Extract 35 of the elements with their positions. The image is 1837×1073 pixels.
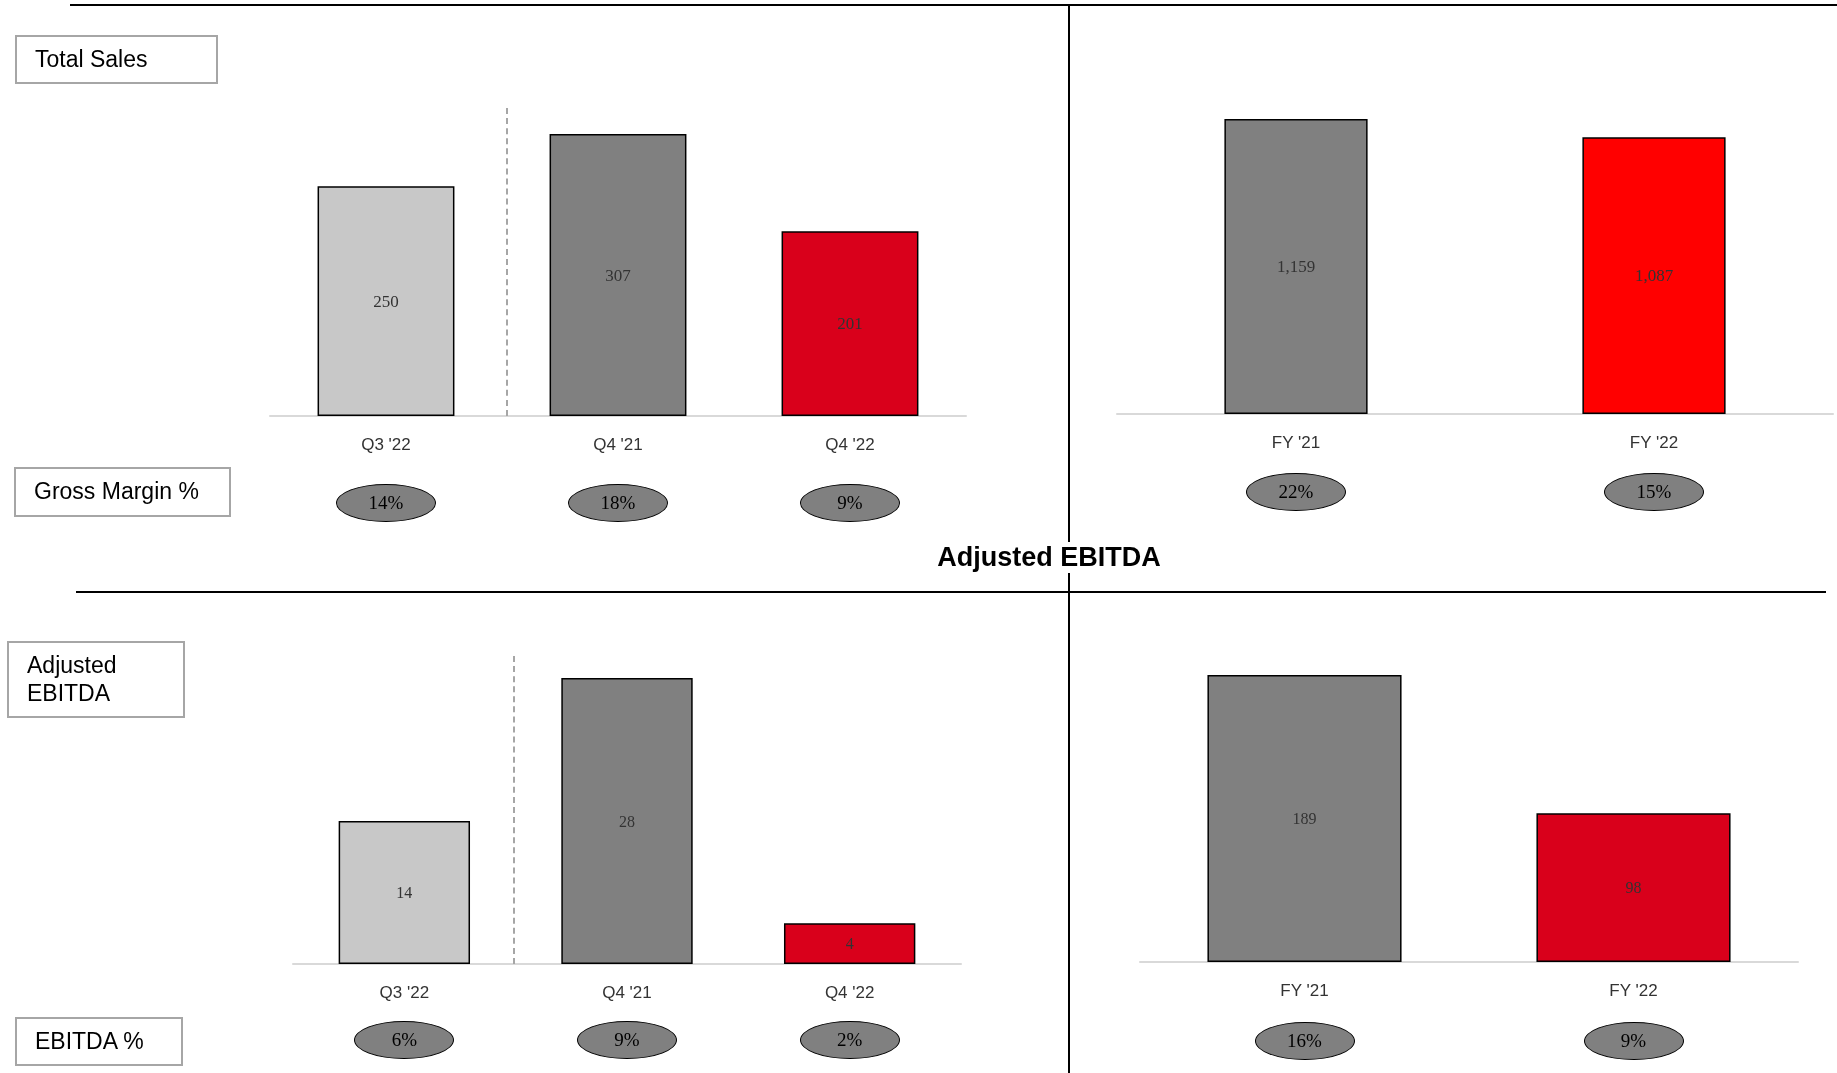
x-tick-label: Q3 '22 bbox=[379, 983, 430, 1002]
oval-badge: 18% bbox=[568, 484, 668, 522]
x-tick-label: FY '22 bbox=[1609, 981, 1658, 1000]
oval-badge: 16% bbox=[1254, 1022, 1355, 1060]
oval-badge: 14% bbox=[336, 484, 436, 522]
x-tick-label: Q4 '21 bbox=[593, 435, 643, 454]
text: Total Sales bbox=[15, 35, 218, 84]
data-label: 14 bbox=[396, 884, 413, 901]
data-label: 307 bbox=[605, 265, 632, 285]
oval-badge: 9% bbox=[1583, 1022, 1684, 1060]
oval-badge: 2% bbox=[799, 1021, 900, 1059]
data-label: 1,159 bbox=[1276, 257, 1316, 276]
x-tick-label: FY '21 bbox=[1280, 981, 1329, 1000]
oval-badge: 22% bbox=[1246, 473, 1346, 511]
data-label: 1,087 bbox=[1634, 266, 1674, 286]
oval-badge: 9% bbox=[800, 484, 900, 522]
x-tick-label: Q4 '22 bbox=[824, 983, 875, 1002]
data-label: 250 bbox=[373, 291, 399, 311]
x-tick-label: Q4 '22 bbox=[825, 435, 875, 454]
data-label: 28 bbox=[619, 812, 635, 830]
text: EBITDA % bbox=[15, 1017, 183, 1066]
oval-badge: 6% bbox=[354, 1021, 455, 1059]
data-label: 201 bbox=[837, 314, 863, 334]
text: Adjusted EBITDA bbox=[924, 542, 1174, 573]
x-tick-label: FY '21 bbox=[1271, 433, 1321, 452]
oval-badge: 15% bbox=[1604, 473, 1704, 511]
data-label: 4 bbox=[845, 935, 854, 953]
x-tick-label: FY '22 bbox=[1629, 433, 1679, 452]
oval-badge: 9% bbox=[577, 1021, 677, 1059]
text: Adjusted EBITDA bbox=[7, 641, 185, 718]
x-tick-label: Q4 '21 bbox=[602, 983, 652, 1002]
x-tick-label: Q3 '22 bbox=[361, 435, 411, 454]
data-label: 189 bbox=[1292, 810, 1317, 827]
data-label: 98 bbox=[1625, 879, 1642, 897]
text: Gross Margin % bbox=[14, 467, 231, 517]
